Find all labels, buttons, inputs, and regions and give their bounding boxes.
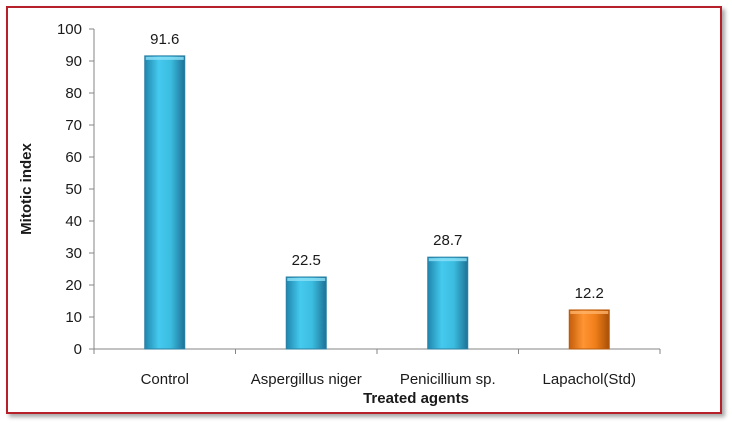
- data-label: 28.7: [433, 232, 462, 249]
- y-tick-label: 40: [65, 213, 82, 230]
- bar-top-highlight: [145, 56, 184, 60]
- y-tick-label: 60: [65, 149, 82, 166]
- data-labels: 91.6 22.5 28.7 12.2: [150, 31, 604, 302]
- x-category-label: Penicillium sp.: [400, 371, 496, 388]
- y-tick-label: 20: [65, 277, 82, 294]
- x-axis-title: Treated agents: [363, 390, 469, 407]
- bar-penicillium-sp: [427, 256, 469, 350]
- y-tick-label: 80: [65, 85, 82, 102]
- y-ticks: 0 10 20 30 40 50 60 70 80 90 100: [57, 21, 94, 358]
- y-tick-label: 50: [65, 181, 82, 198]
- x-category-label: Lapachol(Std): [543, 371, 636, 388]
- y-tick-label: 70: [65, 117, 82, 134]
- data-label: 22.5: [292, 252, 321, 269]
- x-category-label: Control: [141, 371, 189, 388]
- bars: [144, 55, 610, 350]
- bar-top-highlight: [570, 310, 609, 314]
- bar-control: [144, 55, 186, 350]
- y-tick-label: 10: [65, 309, 82, 326]
- bar-lapachol-std: [568, 309, 610, 350]
- y-tick-label: 100: [57, 21, 82, 38]
- y-tick-label: 30: [65, 245, 82, 262]
- x-category-label: Aspergillus niger: [251, 371, 362, 388]
- bar-top-highlight: [428, 258, 467, 262]
- category-labels: Control Aspergillus niger Penicillium sp. L…: [141, 371, 636, 388]
- y-tick-label: 0: [74, 341, 82, 358]
- y-axis-title: Mitotic index: [18, 143, 35, 235]
- y-tick-label: 90: [65, 53, 82, 70]
- data-label: 91.6: [150, 31, 179, 48]
- bar-top-highlight: [287, 278, 326, 281]
- data-label: 12.2: [575, 285, 604, 302]
- bar-aspergillus-niger: [285, 276, 327, 350]
